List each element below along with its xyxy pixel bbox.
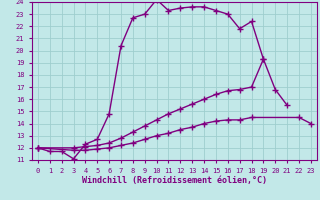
X-axis label: Windchill (Refroidissement éolien,°C): Windchill (Refroidissement éolien,°C) [82,176,267,185]
